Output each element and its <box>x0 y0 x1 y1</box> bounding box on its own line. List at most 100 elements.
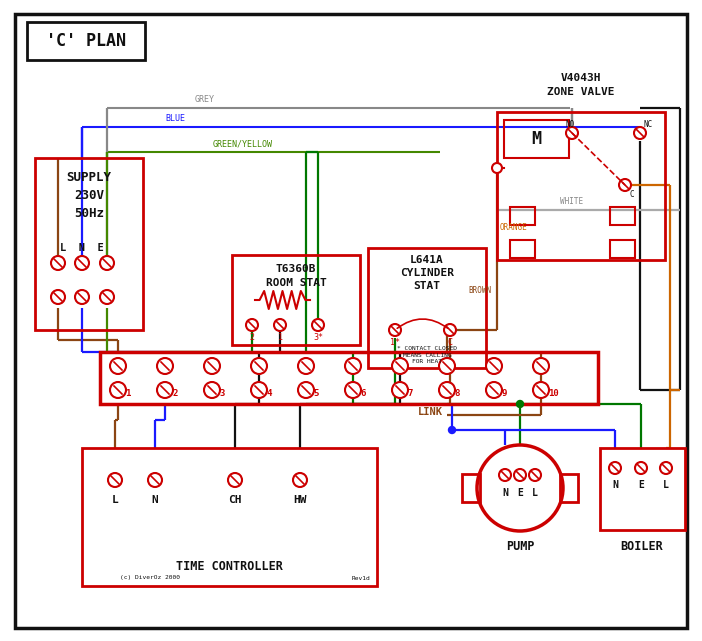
Circle shape <box>486 358 502 374</box>
Circle shape <box>529 469 541 481</box>
Bar <box>35 158 143 330</box>
Circle shape <box>345 358 361 374</box>
Circle shape <box>533 358 549 374</box>
Text: 'C' PLAN: 'C' PLAN <box>46 32 126 50</box>
Text: V4043H
ZONE VALVE: V4043H ZONE VALVE <box>548 74 615 97</box>
Text: 9: 9 <box>501 388 506 397</box>
Circle shape <box>293 473 307 487</box>
Circle shape <box>499 469 511 481</box>
Circle shape <box>157 382 173 398</box>
Circle shape <box>514 469 526 481</box>
Text: WHITE: WHITE <box>560 197 583 206</box>
Text: L641A
CYLINDER
STAT: L641A CYLINDER STAT <box>400 255 454 291</box>
Circle shape <box>486 382 502 398</box>
Circle shape <box>108 473 122 487</box>
Text: 1: 1 <box>125 388 131 397</box>
Circle shape <box>492 163 502 173</box>
Circle shape <box>274 319 286 331</box>
Text: 1: 1 <box>277 333 282 342</box>
Text: NC: NC <box>643 119 652 128</box>
Circle shape <box>298 358 314 374</box>
Circle shape <box>444 324 456 336</box>
Text: LINK: LINK <box>418 407 442 417</box>
Bar <box>560 474 578 502</box>
Text: 10: 10 <box>548 388 559 397</box>
Circle shape <box>251 358 267 374</box>
Bar <box>100 352 598 404</box>
Circle shape <box>51 290 65 304</box>
Text: TIME CONTROLLER: TIME CONTROLLER <box>176 560 282 574</box>
Circle shape <box>312 319 324 331</box>
Text: BLUE: BLUE <box>165 114 185 123</box>
Bar <box>232 255 360 345</box>
Text: NO: NO <box>566 119 575 128</box>
Text: * CONTACT CLOSED
MEANS CALLING
FOR HEAT: * CONTACT CLOSED MEANS CALLING FOR HEAT <box>397 346 457 363</box>
Bar <box>510 240 535 258</box>
Circle shape <box>439 358 455 374</box>
Circle shape <box>228 473 242 487</box>
Bar <box>497 112 665 260</box>
Text: 6: 6 <box>360 388 365 397</box>
Circle shape <box>566 127 578 139</box>
Text: C: C <box>447 338 453 347</box>
Text: N: N <box>502 488 508 498</box>
Text: CH: CH <box>228 495 241 505</box>
Bar <box>504 120 569 158</box>
Circle shape <box>251 382 267 398</box>
Text: L: L <box>663 480 669 490</box>
Circle shape <box>517 401 524 408</box>
Circle shape <box>392 382 408 398</box>
Text: L: L <box>532 488 538 498</box>
Circle shape <box>157 358 173 374</box>
Text: 2: 2 <box>249 333 255 342</box>
Text: 3: 3 <box>219 388 225 397</box>
Text: 4: 4 <box>266 388 272 397</box>
Circle shape <box>100 256 114 270</box>
Bar <box>27 22 145 60</box>
Text: ORANGE: ORANGE <box>500 223 528 232</box>
Circle shape <box>477 445 563 531</box>
Circle shape <box>392 358 408 374</box>
Text: C: C <box>630 190 635 199</box>
Circle shape <box>148 473 162 487</box>
Bar <box>368 248 486 368</box>
Text: 2: 2 <box>172 388 178 397</box>
Circle shape <box>100 290 114 304</box>
Circle shape <box>609 462 621 474</box>
Bar <box>610 240 635 258</box>
Text: T6360B
ROOM STAT: T6360B ROOM STAT <box>265 264 326 288</box>
Circle shape <box>204 382 220 398</box>
Text: HW: HW <box>293 495 307 505</box>
Circle shape <box>389 324 401 336</box>
Text: N: N <box>612 480 618 490</box>
Circle shape <box>204 358 220 374</box>
Text: E: E <box>517 488 523 498</box>
Text: L: L <box>112 495 119 505</box>
Bar <box>82 448 377 586</box>
Circle shape <box>51 256 65 270</box>
Text: N: N <box>152 495 159 505</box>
Text: BOILER: BOILER <box>621 540 663 553</box>
Bar <box>462 474 480 502</box>
Circle shape <box>246 319 258 331</box>
Circle shape <box>345 382 361 398</box>
Circle shape <box>634 127 646 139</box>
Text: 7: 7 <box>407 388 412 397</box>
Text: GREEN/YELLOW: GREEN/YELLOW <box>213 139 273 148</box>
Circle shape <box>75 256 89 270</box>
Circle shape <box>449 426 456 433</box>
Text: GREY: GREY <box>195 95 215 104</box>
Circle shape <box>660 462 672 474</box>
Circle shape <box>439 382 455 398</box>
Bar <box>610 207 635 225</box>
Text: (c) DiverOz 2000: (c) DiverOz 2000 <box>120 576 180 581</box>
Text: BROWN: BROWN <box>468 285 491 294</box>
Text: M: M <box>531 130 541 148</box>
Circle shape <box>533 382 549 398</box>
Text: L  N  E: L N E <box>60 243 104 253</box>
Bar <box>600 448 685 530</box>
Text: E: E <box>638 480 644 490</box>
Circle shape <box>110 382 126 398</box>
Text: 5: 5 <box>313 388 319 397</box>
Circle shape <box>635 462 647 474</box>
